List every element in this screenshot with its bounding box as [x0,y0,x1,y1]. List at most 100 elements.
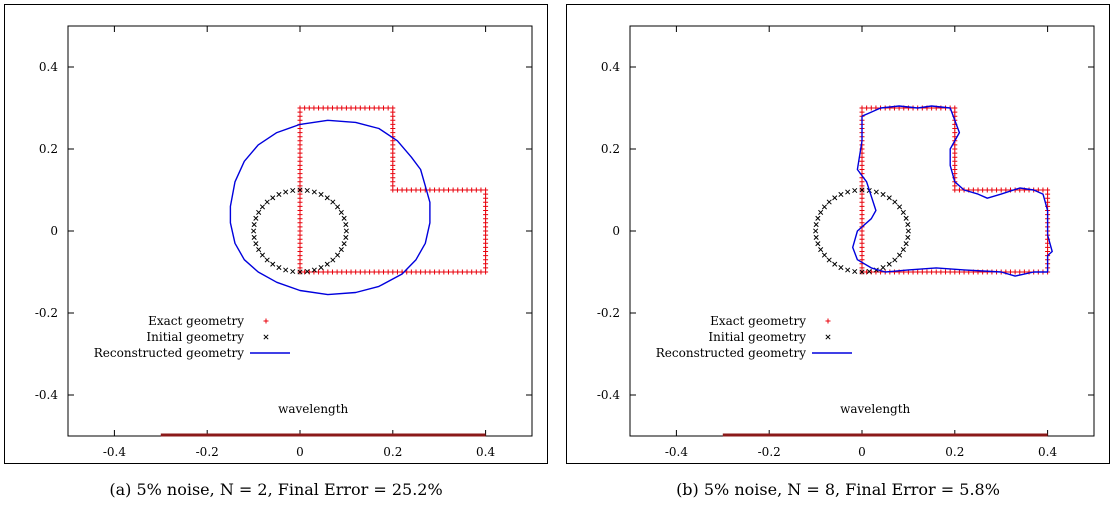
initial-point [900,247,906,253]
exact-point [1012,269,1018,275]
legend-initial-label: Initial geometry [708,330,806,344]
exact-point [915,269,921,275]
initial-point [318,264,324,271]
initial-point [276,264,282,271]
exact-point [371,269,377,275]
initial-point [256,209,262,215]
exact-point [938,269,944,275]
initial-point [896,252,903,258]
exact-point [376,105,382,111]
exact-point [943,269,949,275]
y-tick-label: -0.4 [597,388,621,402]
exact-point [952,187,958,193]
exact-point [473,269,479,275]
y-tick-label: 0 [50,224,58,238]
initial-point [818,247,824,253]
exact-point [975,187,981,193]
exact-point [316,105,322,111]
initial-point [896,204,903,210]
exact-point [404,269,410,275]
exact-point [432,187,438,193]
initial-point [343,222,349,228]
exact-point [348,269,354,275]
exact-point [325,105,331,111]
exact-point [478,187,484,193]
exact-point [445,187,451,193]
initial-point [297,187,303,193]
x-tick-label: 0.4 [476,445,495,459]
x-tick-label: 0.4 [1038,445,1057,459]
exact-point [432,269,438,275]
exact-point [394,269,400,275]
y-tick-label: -0.4 [35,388,59,402]
panel-b: -0.4 -0.2 0 0.2 0.4 0.4 0.2 0 -0.2 -0.4 wavelength… [566,0,1110,509]
exact-point [418,269,424,275]
x-tick-label: 0 [858,445,866,459]
initial-point [259,204,266,210]
exact-point [357,269,363,275]
initial-point [832,261,838,267]
initial-geometry-series [813,187,911,275]
initial-point [826,257,832,263]
exact-point [362,269,368,275]
exact-point [478,269,484,275]
exact-point [947,269,953,275]
exact-point [320,269,326,275]
exact-point [302,105,308,111]
exact-point [362,105,368,111]
initial-point [826,199,832,205]
exact-point [390,187,396,193]
exact-point [1017,269,1023,275]
exact-point [329,105,335,111]
exact-point [919,269,925,275]
initial-point [338,247,344,253]
exact-point [357,105,363,111]
exact-point [367,269,373,275]
initial-point [270,195,276,201]
initial-point [330,199,336,205]
initial-point [334,204,341,210]
legend-exact-label: Exact geometry [148,314,244,328]
initial-point [283,267,289,273]
exact-point [376,269,382,275]
initial-point [253,241,259,247]
initial-point [859,269,865,275]
initial-point [821,204,828,210]
initial-point [905,222,911,228]
y-tick-label: 0 [612,224,620,238]
exact-point [864,105,870,111]
exact-point [455,269,461,275]
initial-point [818,209,824,215]
initial-point [900,209,906,215]
initial-point [892,257,898,263]
exact-point [385,105,391,111]
x-tick-label: -0.4 [103,445,127,459]
exact-point [483,269,489,275]
y-tick-label: 0.4 [601,60,620,74]
initial-point [903,215,909,221]
exact-point [311,105,317,111]
exact-point [464,269,470,275]
initial-point [264,257,270,263]
exact-point [952,269,958,275]
initial-geometry-series [251,187,349,275]
exact-point [1003,187,1009,193]
initial-point [852,187,858,194]
exact-point [994,187,1000,193]
exact-point [469,187,475,193]
exact-point [381,269,387,275]
exact-point [367,105,373,111]
initial-point [852,268,858,275]
initial-point [838,264,844,271]
initial-point [813,228,819,234]
exact-point [316,269,322,275]
exact-point [450,269,456,275]
y-tick-label: 0.4 [39,60,58,74]
exact-point [334,105,340,111]
initial-point [880,264,886,271]
exact-point [343,269,349,275]
initial-point [338,209,344,215]
initial-point [304,187,310,194]
exact-point [473,187,479,193]
panel-frame [566,4,1110,464]
